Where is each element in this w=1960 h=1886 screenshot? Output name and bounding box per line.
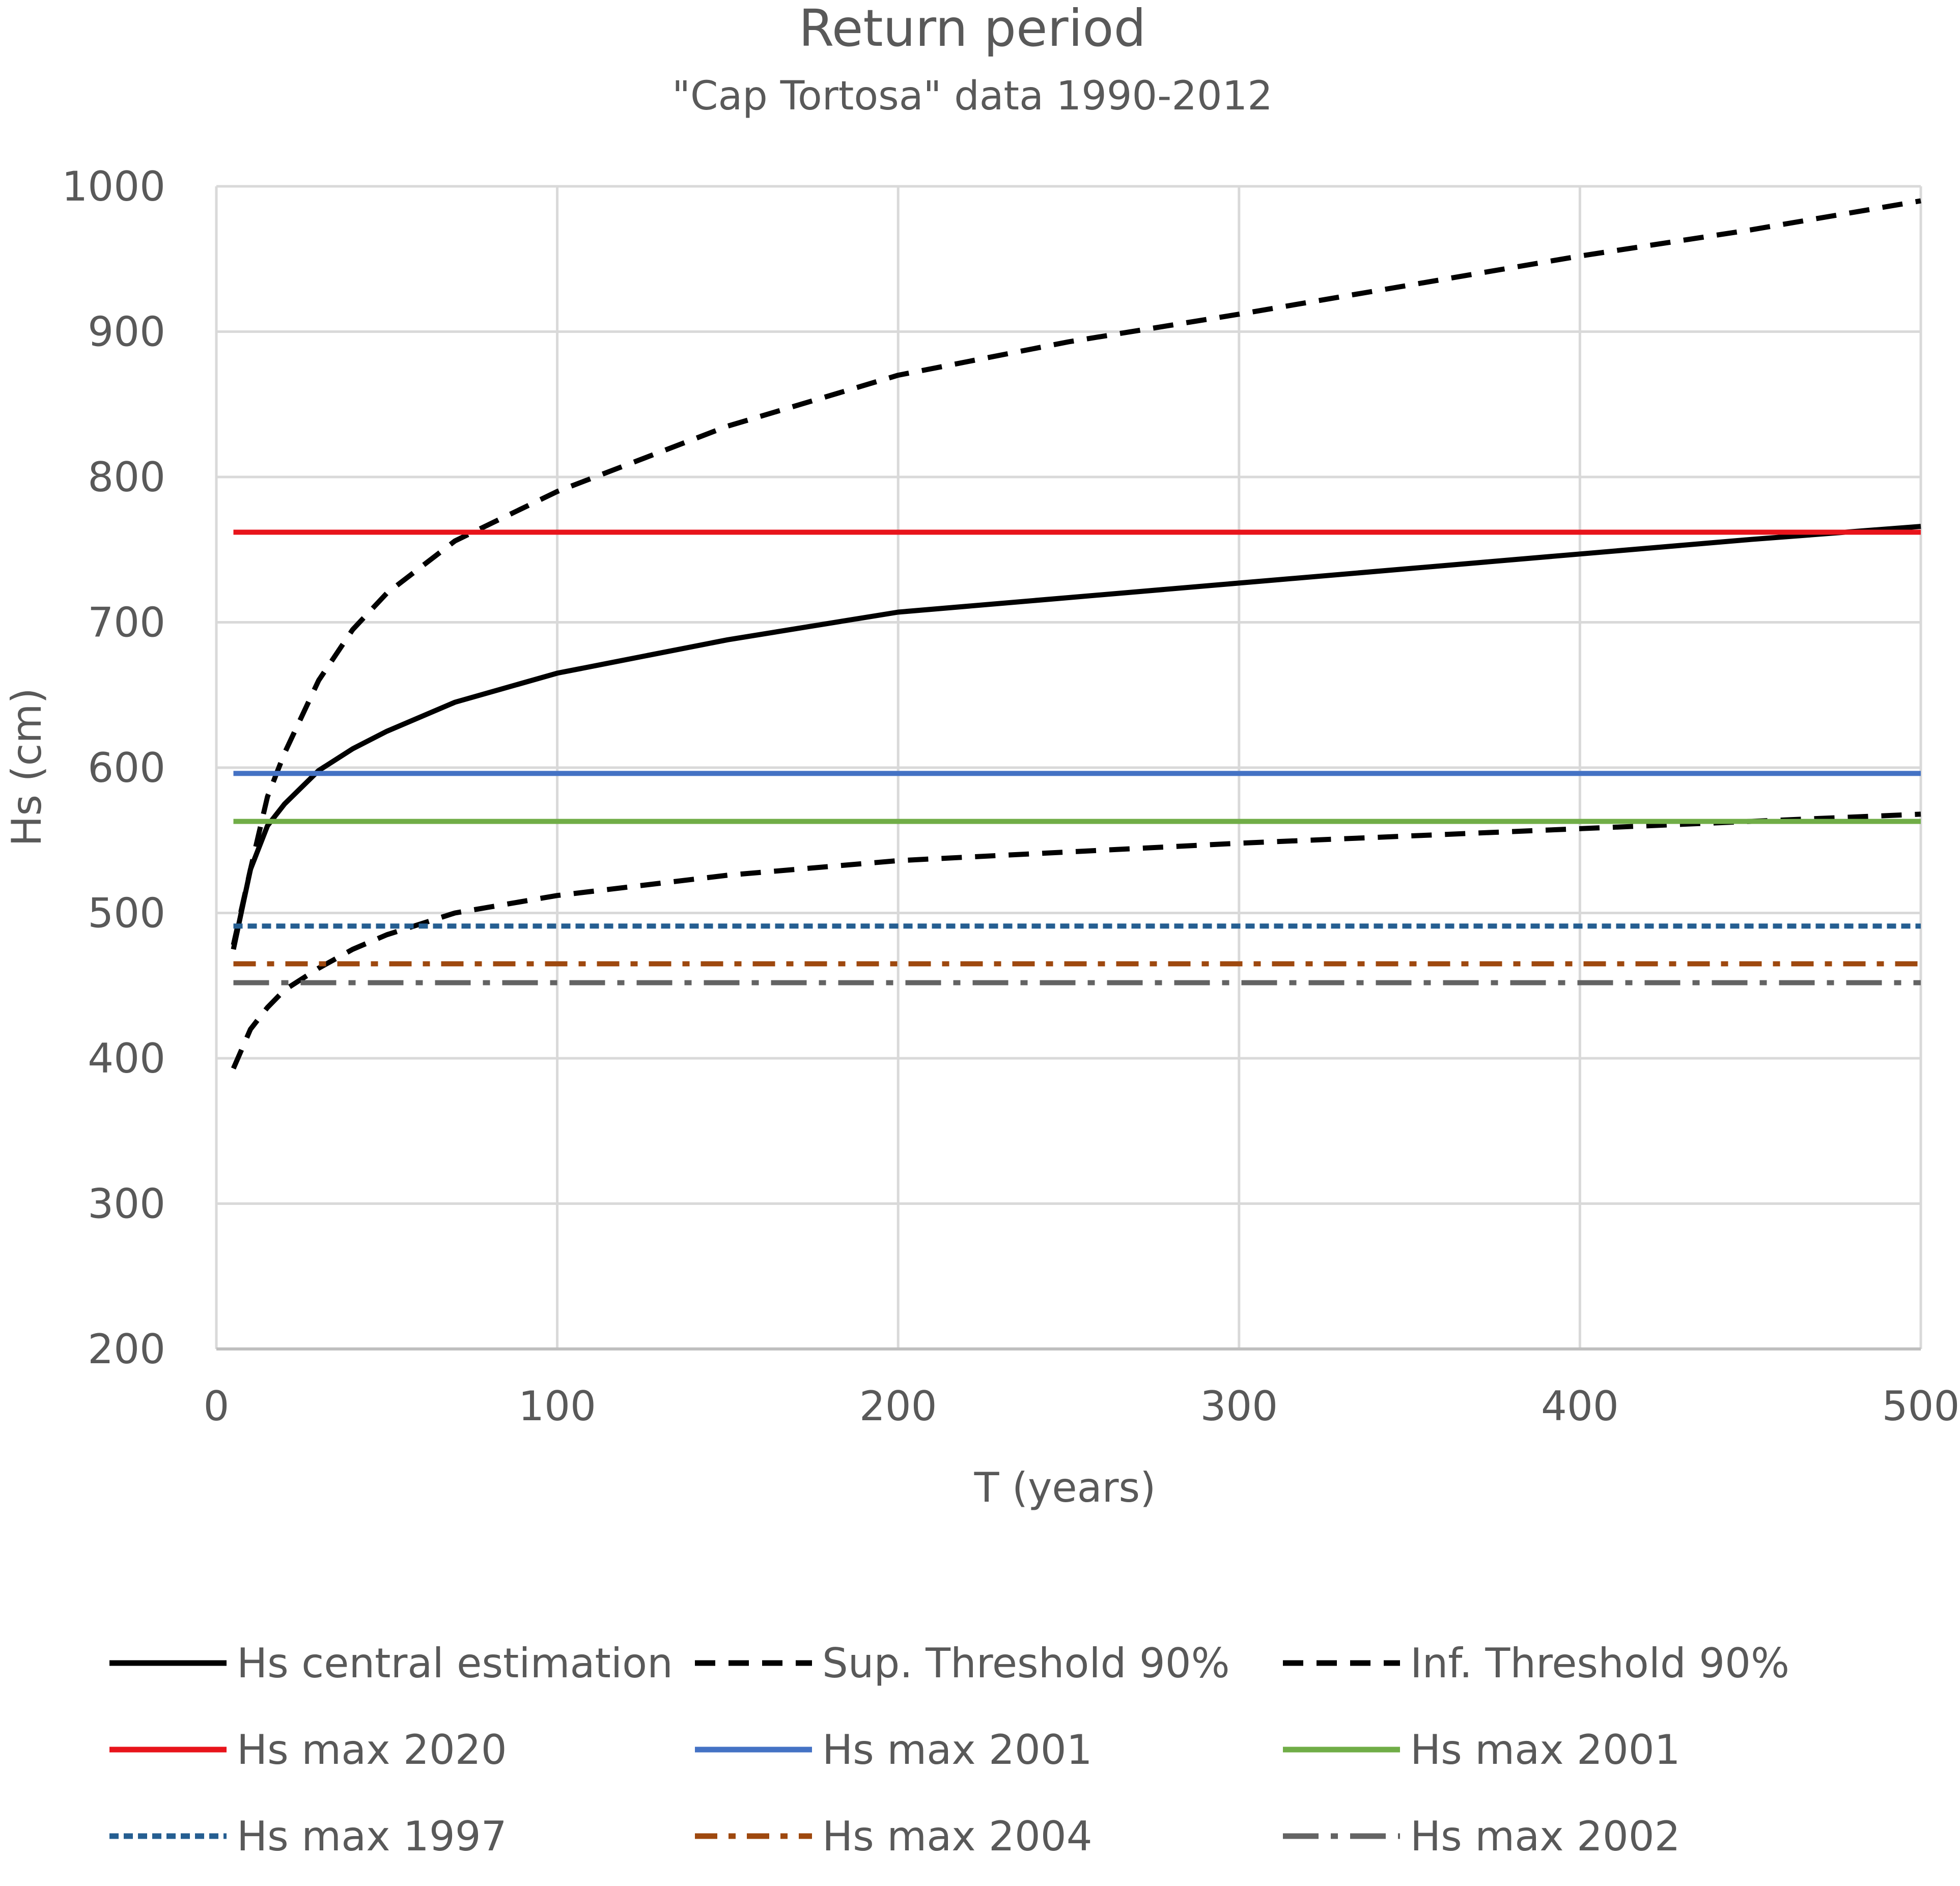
legend-label: Hs central estimation (237, 1640, 673, 1687)
legend-item: Inf. Threshold 90% (1283, 1640, 1789, 1687)
legend-label: Hs max 2020 (237, 1726, 507, 1774)
legend-item: Hs max 2001 (695, 1726, 1093, 1774)
x-tick-label: 400 (1541, 1383, 1619, 1430)
x-tick-labels: 0 100 200 300 400 500 (204, 1383, 1960, 1430)
y-tick-label: 600 (88, 744, 165, 792)
legend-label: Sup. Threshold 90% (822, 1640, 1230, 1687)
x-tick-label: 500 (1882, 1383, 1960, 1430)
legend-item: Hs max 2001 (1283, 1726, 1681, 1774)
y-tick-label: 1000 (62, 163, 165, 210)
y-tick-label: 400 (88, 1035, 165, 1082)
chart-subtitle: "Cap Tortosa" data 1990-2012 (672, 73, 1273, 119)
x-tick-label: 100 (518, 1383, 596, 1430)
legend-label: Hs max 2002 (1410, 1813, 1681, 1860)
y-tick-label: 500 (88, 890, 165, 937)
legend-item: Hs max 2004 (695, 1813, 1093, 1860)
legend-label: Hs max 2004 (822, 1813, 1093, 1860)
legend-item: Hs max 2002 (1283, 1813, 1681, 1860)
y-tick-label: 900 (88, 308, 165, 356)
legend: Hs central estimation Sup. Threshold 90% I… (109, 1640, 1789, 1860)
x-tick-label: 200 (859, 1383, 937, 1430)
y-tick-label: 700 (88, 599, 165, 646)
legend-item: Hs max 2020 (109, 1726, 507, 1774)
y-axis-label: Hs (cm) (3, 688, 50, 847)
grid-lines (215, 185, 1922, 1350)
y-tick-label: 300 (88, 1180, 165, 1228)
legend-label: Hs max 1997 (237, 1813, 507, 1860)
legend-item: Hs central estimation (109, 1640, 673, 1687)
y-tick-labels: 200 300 400 500 600 700 800 900 1000 (62, 163, 165, 1373)
legend-item: Hs max 1997 (109, 1813, 507, 1860)
series-line-3 (231, 811, 1921, 1069)
x-tick-label: 300 (1200, 1383, 1278, 1430)
series-line-1 (231, 524, 1921, 950)
x-axis-label: T (years) (974, 1464, 1156, 1511)
legend-label: Hs max 2001 (822, 1726, 1093, 1774)
x-tick-label: 0 (204, 1383, 230, 1430)
legend-label: Inf. Threshold 90% (1410, 1640, 1789, 1687)
series-lines (231, 198, 1921, 1069)
y-tick-label: 800 (88, 454, 165, 501)
series-line-2 (231, 198, 1921, 946)
chart-title: Return period (799, 0, 1146, 58)
y-tick-label: 200 (88, 1326, 165, 1373)
legend-label: Hs max 2001 (1410, 1726, 1681, 1774)
legend-item: Sup. Threshold 90% (695, 1640, 1230, 1687)
